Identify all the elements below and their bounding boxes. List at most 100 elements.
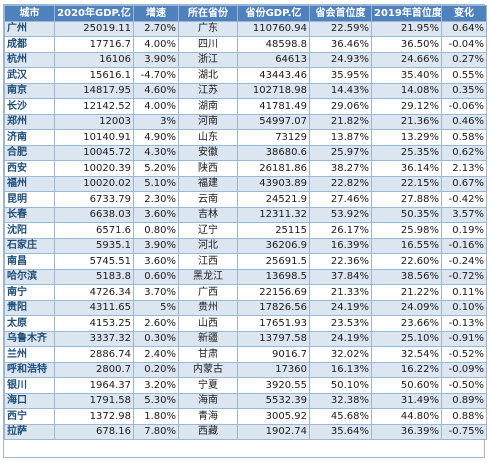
- cell-city: 长沙: [4, 98, 55, 115]
- cell-primacy: 22.36%: [309, 253, 372, 270]
- cell-province-gdp: 1902.74: [237, 423, 310, 440]
- cell-province-gdp: 3005.92: [237, 408, 310, 425]
- cell-growth: 2.30%: [133, 191, 179, 208]
- cell-province-gdp: 48598.8: [237, 36, 310, 53]
- cell-primacy-2019: 13.29%: [371, 129, 442, 146]
- cell-change: 0.55%: [441, 67, 487, 84]
- cell-province: 新疆: [178, 330, 238, 347]
- cell-city: 沈阳: [4, 222, 55, 239]
- cell-change: -0.52%: [441, 346, 487, 363]
- cell-change: 0.35%: [441, 82, 487, 99]
- cell-primacy: 16.13%: [309, 361, 372, 378]
- cell-province-gdp: 64613: [237, 51, 310, 68]
- cell-primacy-2019: 24.66%: [371, 51, 442, 68]
- table-row: 合肥 10045.72 4.30% 安徽 38680.6 25.97% 25.35% 0.62…: [4, 144, 487, 161]
- cell-city-gdp: 1964.37: [54, 377, 134, 394]
- cell-primacy: 24.93%: [309, 51, 372, 68]
- cell-growth: 5.30%: [133, 392, 179, 409]
- cell-province: 湖北: [178, 67, 238, 84]
- table-row: 成都 17716.7 4.00% 四川 48598.8 36.46% 36.50% -0.04…: [4, 36, 487, 53]
- cell-growth: 1.80%: [133, 408, 179, 425]
- cell-growth: 2.40%: [133, 346, 179, 363]
- table-header-row: 城市 2020年GDP.亿 增速 所在省份 省份GDP.亿 省会首位度 2019…: [4, 5, 487, 22]
- cell-province-gdp: 3920.55: [237, 377, 310, 394]
- cell-province: 吉林: [178, 206, 238, 223]
- cell-province: 山西: [178, 315, 238, 332]
- cell-city-gdp: 16106: [54, 51, 134, 68]
- table-row: 石家庄 5935.1 3.90% 河北 36206.9 16.39% 16.55% -0.16…: [4, 237, 487, 254]
- cell-primacy: 25.97%: [309, 144, 372, 161]
- cell-city: 海口: [4, 392, 55, 409]
- table-body: 广州 25019.11 2.70% 广东 110760.94 22.59% 21.95% 0.…: [4, 20, 487, 440]
- cell-city: 西宁: [4, 408, 55, 425]
- cell-primacy: 29.06%: [309, 98, 372, 115]
- cell-growth: 4.60%: [133, 82, 179, 99]
- cell-growth: 2.70%: [133, 20, 179, 37]
- cell-primacy: 35.95%: [309, 67, 372, 84]
- cell-province: 陕西: [178, 160, 238, 177]
- cell-growth: 3.60%: [133, 253, 179, 270]
- cell-change: -0.50%: [441, 377, 487, 394]
- cell-change: -0.42%: [441, 191, 487, 208]
- cell-city-gdp: 15616.1: [54, 67, 134, 84]
- cell-city: 昆明: [4, 191, 55, 208]
- cell-primacy-2019: 16.22%: [371, 361, 442, 378]
- cell-city: 银川: [4, 377, 55, 394]
- table-row: 太原 4153.25 2.60% 山西 17651.93 23.53% 23.66% -0.1…: [4, 315, 487, 332]
- cell-primacy-2019: 25.35%: [371, 144, 442, 161]
- cell-change: -0.24%: [441, 253, 487, 270]
- cell-growth: 4.90%: [133, 129, 179, 146]
- cell-growth: 0.60%: [133, 268, 179, 285]
- cell-growth: 7.80%: [133, 423, 179, 440]
- cell-province: 宁夏: [178, 377, 238, 394]
- table-row: 广州 25019.11 2.70% 广东 110760.94 22.59% 21.95% 0.…: [4, 20, 487, 37]
- cell-province: 甘肃: [178, 346, 238, 363]
- cell-growth: 3.70%: [133, 284, 179, 301]
- header-primacy: 省会首位度: [309, 5, 372, 22]
- cell-change: 0.11%: [441, 284, 487, 301]
- cell-province-gdp: 26181.86: [237, 160, 310, 177]
- cell-city: 乌鲁木齐: [4, 330, 55, 347]
- table-row: 沈阳 6571.6 0.80% 辽宁 25115 26.17% 25.98% 0.19%: [4, 222, 487, 239]
- cell-city: 武汉: [4, 67, 55, 84]
- cell-change: 0.27%: [441, 51, 487, 68]
- cell-city: 哈尔滨: [4, 268, 55, 285]
- cell-city: 石家庄: [4, 237, 55, 254]
- cell-province: 辽宁: [178, 222, 238, 239]
- cell-primacy-2019: 14.08%: [371, 82, 442, 99]
- table-row: 昆明 6733.79 2.30% 云南 24521.9 27.46% 27.88% -0.42…: [4, 191, 487, 208]
- cell-primacy-2019: 36.14%: [371, 160, 442, 177]
- cell-province: 广西: [178, 284, 238, 301]
- cell-change: -0.16%: [441, 237, 487, 254]
- cell-primacy: 24.19%: [309, 330, 372, 347]
- header-primacy-2019: 2019年首位度: [371, 5, 442, 22]
- cell-primacy: 14.43%: [309, 82, 372, 99]
- cell-primacy: 13.87%: [309, 129, 372, 146]
- cell-city-gdp: 4726.34: [54, 284, 134, 301]
- cell-primacy-2019: 50.60%: [371, 377, 442, 394]
- cell-province: 广东: [178, 20, 238, 37]
- cell-province: 黑龙江: [178, 268, 238, 285]
- cell-province-gdp: 110760.94: [237, 20, 310, 37]
- cell-change: 0.46%: [441, 113, 487, 130]
- cell-province: 福建: [178, 175, 238, 192]
- cell-city-gdp: 10140.91: [54, 129, 134, 146]
- cell-change: -0.09%: [441, 361, 487, 378]
- cell-city-gdp: 3337.32: [54, 330, 134, 347]
- cell-growth: 5.10%: [133, 175, 179, 192]
- cell-change: 0.58%: [441, 129, 487, 146]
- table-row: 南京 14817.95 4.60% 江苏 102718.98 14.43% 14.08% 0.…: [4, 82, 487, 99]
- cell-change: 0.89%: [441, 392, 487, 409]
- cell-primacy: 37.84%: [309, 268, 372, 285]
- cell-province-gdp: 38680.6: [237, 144, 310, 161]
- cell-province-gdp: 5532.39: [237, 392, 310, 409]
- cell-primacy-2019: 23.66%: [371, 315, 442, 332]
- table-row: 杭州 16106 3.90% 浙江 64613 24.93% 24.66% 0.27%: [4, 51, 487, 68]
- gdp-primacy-table: 城市 2020年GDP.亿 增速 所在省份 省份GDP.亿 省会首位度 2019…: [4, 5, 487, 440]
- cell-province-gdp: 22156.69: [237, 284, 310, 301]
- cell-primacy: 21.82%: [309, 113, 372, 130]
- cell-province-gdp: 24521.9: [237, 191, 310, 208]
- cell-province-gdp: 102718.98: [237, 82, 310, 99]
- cell-city-gdp: 14817.95: [54, 82, 134, 99]
- cell-city-gdp: 6571.6: [54, 222, 134, 239]
